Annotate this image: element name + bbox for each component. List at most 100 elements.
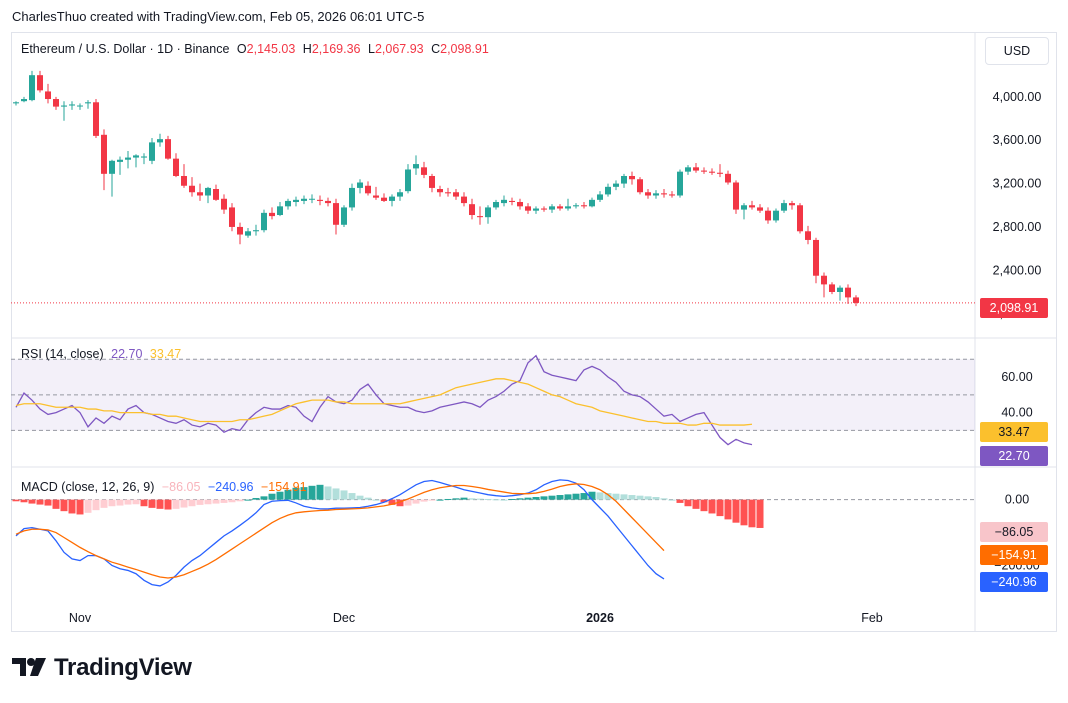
- macd-histogram-bar: [444, 498, 452, 500]
- macd-histogram-bar: [212, 499, 220, 504]
- macd-histogram-bar: [260, 496, 268, 500]
- candle-body: [621, 175, 627, 184]
- candle-body: [517, 202, 523, 207]
- candle-body: [461, 196, 467, 204]
- macd-histogram-bar: [492, 499, 500, 501]
- candle-body: [293, 199, 299, 203]
- candle-body: [805, 231, 811, 240]
- candle-body: [381, 197, 387, 201]
- macd-histogram-bar: [572, 493, 580, 500]
- candle-body: [413, 164, 419, 169]
- candle-body: [709, 171, 715, 173]
- symbol-title[interactable]: Ethereum / U.S. Dollar · 1D · Binance: [21, 42, 230, 56]
- rsi-tag: 22.70: [980, 446, 1048, 466]
- macd-histogram-bar: [228, 499, 236, 503]
- macd-histogram-bar: [412, 499, 420, 504]
- candle-body: [117, 159, 123, 162]
- candle-body: [45, 91, 51, 100]
- macd-histogram-bar: [508, 498, 516, 500]
- candle-body: [437, 189, 443, 193]
- macd-histogram-bar: [540, 496, 548, 500]
- macd-histogram-bar: [140, 499, 148, 507]
- macd-histogram-bar: [172, 499, 180, 509]
- macd-histogram-bar: [580, 493, 588, 500]
- macd-histogram-bar: [452, 498, 460, 500]
- macd-histogram-bar: [692, 499, 700, 509]
- macd-histogram-bar: [420, 499, 428, 502]
- macd-histogram-bar: [204, 499, 212, 505]
- macd-histogram-bar: [564, 494, 572, 500]
- macd-histogram-bar: [668, 499, 676, 501]
- macd-histogram-bar: [404, 499, 412, 506]
- candle-body: [53, 99, 59, 107]
- candle-body: [509, 200, 515, 203]
- candle-body: [269, 212, 275, 217]
- candle-body: [741, 205, 747, 210]
- tradingview-logo[interactable]: TradingView: [12, 654, 192, 682]
- candle-body: [141, 156, 147, 158]
- price-tick-label: 2,800.00: [993, 220, 1042, 234]
- candle-body: [13, 102, 19, 104]
- candle-body: [333, 203, 339, 225]
- low-label: L: [367, 42, 375, 56]
- rsi-ma-value: 33.47: [149, 347, 182, 361]
- macd-histogram-bar: [148, 499, 156, 508]
- rsi-title[interactable]: RSI (14, close): [21, 347, 104, 361]
- candle-body: [85, 102, 91, 104]
- macd-histogram-bar: [68, 499, 76, 514]
- currency-button[interactable]: USD: [985, 37, 1049, 65]
- macd-histogram-bar: [660, 498, 668, 500]
- macd-histogram-bar: [372, 499, 380, 501]
- macd-histogram-bar: [356, 495, 364, 500]
- candle-body: [605, 186, 611, 195]
- candle-body: [685, 167, 691, 172]
- high-label: H: [302, 42, 312, 56]
- macd-histogram-bar: [620, 494, 628, 500]
- macd-histogram-bar: [532, 497, 540, 500]
- candle-body: [749, 205, 755, 208]
- macd-histogram-bar: [308, 485, 316, 500]
- macd-histogram-bar: [684, 499, 692, 507]
- candle-body: [277, 206, 283, 216]
- macd-histogram-bar: [84, 499, 92, 513]
- high-value: 2,169.36: [311, 42, 361, 56]
- candle-body: [445, 192, 451, 194]
- macd-title[interactable]: MACD (close, 12, 26, 9): [21, 480, 155, 494]
- candle-body: [645, 192, 651, 196]
- macd-histogram-bar: [484, 498, 492, 500]
- candle-body: [717, 172, 723, 174]
- candle-body: [789, 203, 795, 206]
- candle-body: [525, 206, 531, 211]
- rsi-value: 22.70: [111, 347, 143, 361]
- macd-histogram-bar: [628, 495, 636, 500]
- candle-body: [797, 205, 803, 232]
- candle-body: [677, 171, 683, 196]
- candle-body: [133, 155, 139, 158]
- candle-body: [149, 142, 155, 161]
- candle-body: [341, 207, 347, 225]
- macd-line: [15, 479, 665, 587]
- candle-body: [429, 175, 435, 188]
- macd-histogram-bar: [500, 499, 508, 501]
- macd-histogram-bar: [20, 499, 28, 503]
- macd-histogram-bar: [604, 493, 612, 500]
- candle-body: [421, 167, 427, 175]
- candle-body: [165, 139, 171, 159]
- candle-body: [653, 193, 659, 196]
- candle-body: [357, 182, 363, 188]
- candle-body: [837, 287, 843, 292]
- time-axis: Nov Dec 2026 Feb: [69, 611, 883, 625]
- candle-body: [829, 284, 835, 292]
- candle-body: [349, 187, 355, 208]
- macd-hist-tag: −86.05: [980, 522, 1048, 542]
- macd-histogram-bar: [36, 499, 44, 505]
- candle-body: [237, 226, 243, 235]
- candle-body: [773, 210, 779, 221]
- macd-histogram-bar: [340, 490, 348, 500]
- candle-body: [477, 216, 483, 218]
- chart-frame[interactable]: [11, 32, 1057, 632]
- low-value: 2,067.93: [374, 42, 424, 56]
- candle-body: [93, 102, 99, 136]
- price-candles: [13, 70, 859, 307]
